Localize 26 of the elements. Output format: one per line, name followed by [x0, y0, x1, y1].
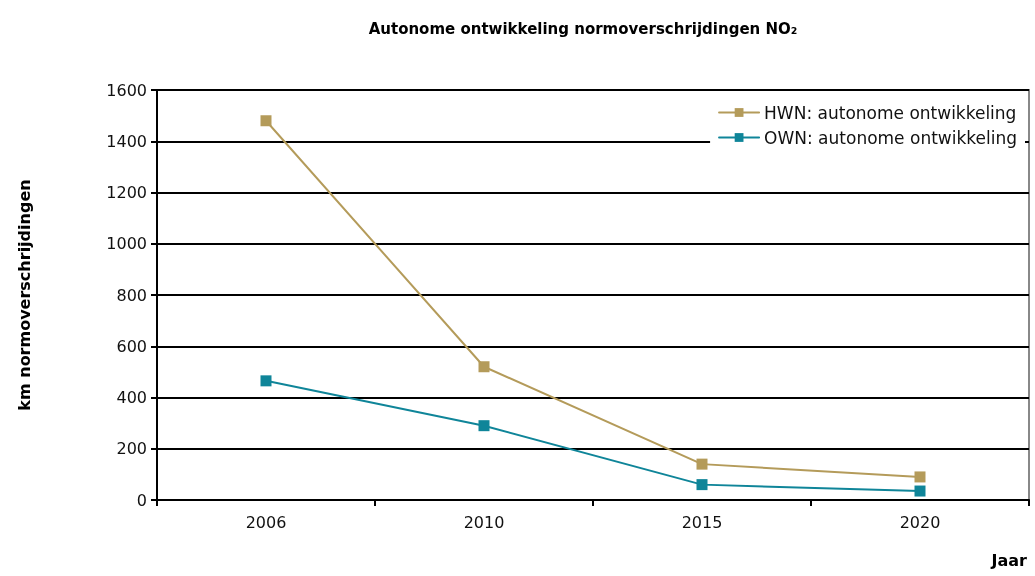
y-tick-label: 400 — [116, 388, 147, 407]
point — [478, 361, 490, 373]
point — [914, 471, 926, 483]
y-tick-label: 0 — [136, 490, 147, 510]
y-axis-title: km normoverschrijdingen — [14, 179, 34, 411]
y-tick-label: 1000 — [106, 234, 147, 254]
x-tick-label: 2006 — [245, 512, 287, 532]
point — [914, 485, 926, 497]
y-tick-label: 1600 — [106, 80, 147, 100]
y-tick-label: 200 — [116, 439, 147, 459]
legend-label: OWN: autonome ontwikkeling — [764, 127, 1018, 148]
x-tick-label: 2015 — [681, 512, 723, 532]
point — [478, 420, 490, 432]
y-tick-label: 1400 — [106, 131, 147, 151]
point — [696, 479, 708, 491]
point — [260, 375, 272, 387]
y-tick-label: 600 — [116, 336, 147, 356]
chart-title: Autonome ontwikkeling normoverschrijdingen NO₂ — [368, 19, 798, 38]
legend-label: HWN: autonome ontwikkeling — [764, 102, 1017, 123]
y-tick-label: 1200 — [106, 183, 147, 202]
x-axis-title: Jaar — [990, 550, 1028, 570]
y-tick-label: 800 — [116, 285, 147, 305]
point — [696, 458, 708, 470]
x-tick-label: 2010 — [463, 512, 505, 532]
x-tick-label: 2020 — [899, 512, 941, 532]
point — [260, 115, 272, 127]
